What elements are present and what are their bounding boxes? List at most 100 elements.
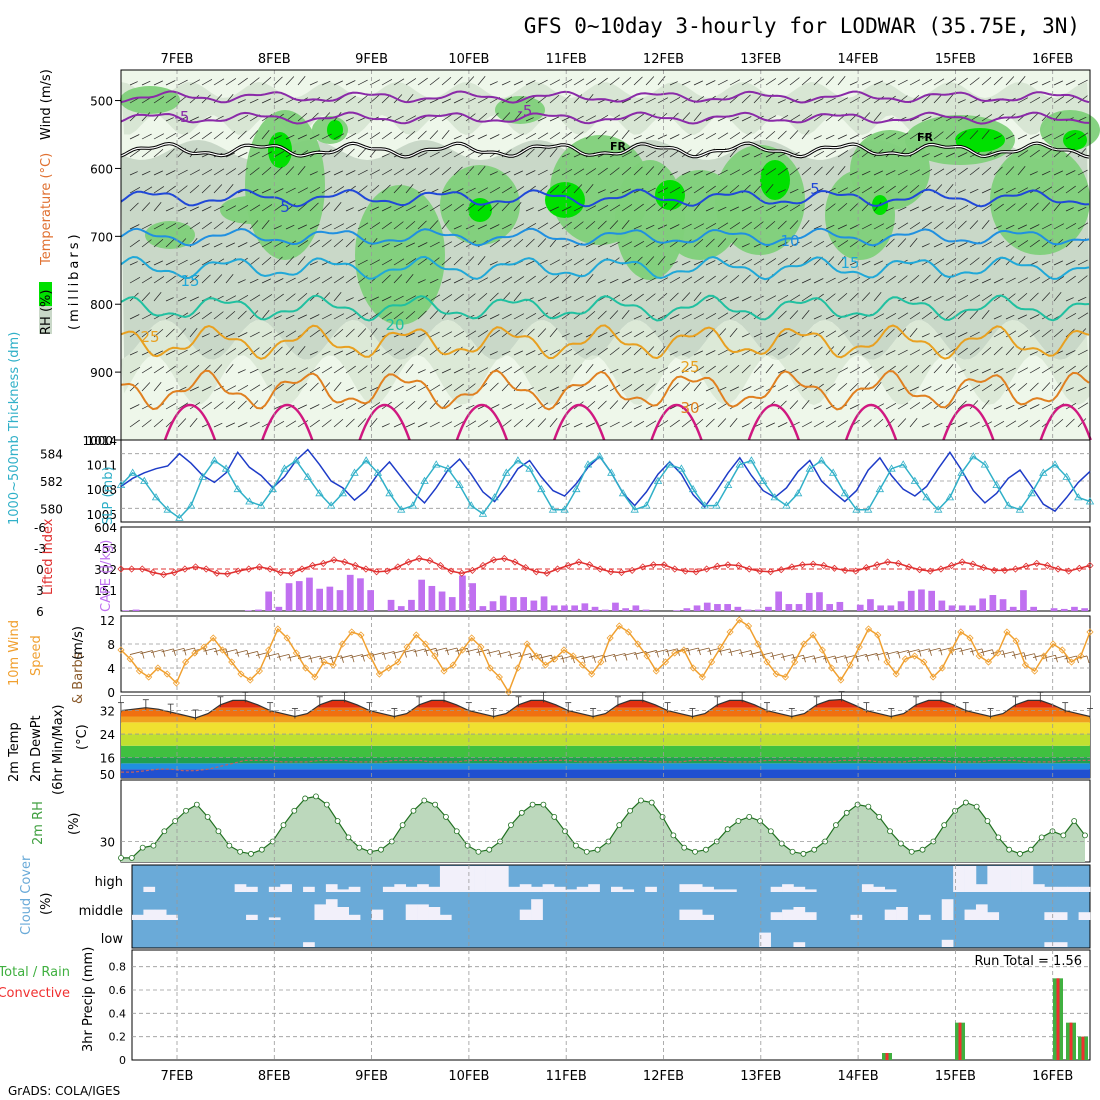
- surface-wind-barb-flag: [1055, 655, 1058, 663]
- wind-speed-line-point: [431, 652, 439, 660]
- upper-wind-barb: [861, 292, 871, 302]
- upper-wind-barb: [825, 240, 837, 248]
- upper-wind-barb: [669, 419, 680, 428]
- upper-wind-barb: [165, 222, 177, 230]
- cloud-middle-block: [428, 907, 441, 920]
- upper-wind-barb: [705, 297, 714, 302]
- upper-wind-barb: [273, 98, 284, 104]
- upper-wind-barb: [681, 382, 691, 392]
- upper-wind-barb: [225, 168, 237, 176]
- wind-speed-line-point: [828, 664, 836, 672]
- slp-line-point: [338, 489, 348, 497]
- upper-wind-barb: [1077, 132, 1089, 140]
- cape-bar: [867, 599, 874, 611]
- cloud-high-block: [1078, 886, 1091, 892]
- cape-bar: [856, 604, 864, 611]
- upper-wind-barb: [633, 405, 642, 410]
- upper-wind-barb: [609, 421, 620, 428]
- wind-speed-line-point: [283, 634, 291, 642]
- cape-bar: [1081, 608, 1088, 611]
- dewpt2m-axis-label: 2m DewPt: [29, 715, 44, 782]
- wind-speed-line-point: [1086, 628, 1094, 636]
- thickness-axis-label: 1000~500mb Thickness (dm): [7, 332, 22, 525]
- wind-speed-line-point: [191, 649, 199, 657]
- upper-wind-barb: [777, 310, 787, 320]
- slp-line-point: [408, 501, 418, 509]
- upper-wind-barb: [1065, 418, 1075, 428]
- upper-wind-barb: [861, 170, 871, 176]
- upper-wind-barb: [669, 186, 681, 194]
- cloud-high-block: [348, 886, 361, 892]
- wind-speed-line-point: [209, 634, 217, 642]
- slp-line-point: [840, 489, 850, 497]
- surface-wind-barb: [749, 651, 762, 655]
- upper-wind-barb: [585, 242, 595, 248]
- upper-wind-barb: [129, 171, 138, 176]
- isotherm-minus5: [120, 111, 1090, 125]
- surface-wind-barb-flag: [561, 655, 565, 663]
- upper-wind-barb: [849, 186, 861, 194]
- upper-wind-barb: [1017, 224, 1027, 230]
- cloud-low-block: [1055, 942, 1068, 947]
- upper-wind-barb: [693, 133, 705, 140]
- upper-wind-barb: [1053, 381, 1062, 392]
- lifted-index-line-point: [852, 567, 860, 575]
- upper-wind-barb: [297, 224, 307, 230]
- upper-wind-barb: [441, 219, 450, 230]
- surface-wind-barb: [822, 655, 836, 660]
- cape-bar: [948, 605, 956, 611]
- upper-wind-barb: [741, 386, 752, 392]
- rh2m-point: [1082, 832, 1088, 839]
- upper-wind-barb: [789, 347, 800, 356]
- upper-wind-barb: [789, 77, 800, 86]
- rh2m-point: [486, 846, 493, 853]
- upper-wind-barb: [393, 78, 405, 86]
- temp-tick-label: 32: [100, 705, 115, 719]
- upper-wind-barb: [345, 80, 356, 86]
- upper-wind-barb: [489, 186, 501, 194]
- lifted-index-line-point: [319, 559, 327, 567]
- upper-wind-barb: [141, 202, 151, 212]
- surface-wind-barb: [738, 650, 752, 654]
- rh2m-point: [291, 807, 298, 814]
- upper-wind-barb: [753, 295, 764, 302]
- run-total-label: Run Total = 1.56: [974, 954, 1082, 969]
- upper-wind-barb: [1029, 404, 1040, 410]
- upper-wind-barb: [645, 113, 656, 122]
- upper-wind-barb: [1005, 314, 1015, 320]
- surface-wind-barb-flag: [1044, 654, 1048, 662]
- upper-wind-barb: [357, 259, 368, 266]
- lifted-index-line-point: [585, 561, 594, 569]
- slp-line-point: [350, 468, 359, 476]
- surface-wind-barb-flag: [456, 647, 460, 656]
- upper-wind-barb: [729, 259, 741, 266]
- upper-wind-barb: [153, 238, 164, 248]
- wind-speed-line-point: [1040, 652, 1048, 660]
- cloud-middle-block: [154, 909, 167, 920]
- upper-wind-barb: [837, 202, 848, 212]
- isotherm-10: [120, 227, 1090, 247]
- upper-wind-barb: [429, 77, 440, 86]
- precip-convective-bar: [1069, 1022, 1073, 1060]
- upper-wind-barb: [429, 204, 441, 212]
- cape-bar: [428, 585, 436, 611]
- cloud-middle-block: [690, 909, 703, 920]
- cape-bar: [683, 608, 691, 611]
- upper-wind-barb: [441, 256, 452, 266]
- cape-bar: [316, 588, 323, 611]
- upper-wind-barb: [213, 184, 223, 194]
- wind-speed-line-point: [366, 652, 374, 660]
- upper-wind-barb: [237, 294, 249, 302]
- surface-wind-barb: [161, 648, 174, 653]
- slp-line-point: [490, 493, 499, 501]
- upper-wind-barb: [969, 331, 980, 338]
- temperature-axis-label: Temperature (°C): [39, 153, 54, 266]
- rh2m-point: [518, 809, 525, 816]
- rh2m-point: [865, 803, 872, 810]
- rh2m-point: [475, 848, 482, 855]
- upper-wind-barb: [753, 78, 765, 86]
- rh2m-point: [399, 822, 406, 828]
- slp-line-point: [256, 501, 266, 509]
- upper-wind-barb: [885, 170, 896, 176]
- upper-wind-barb: [621, 188, 631, 194]
